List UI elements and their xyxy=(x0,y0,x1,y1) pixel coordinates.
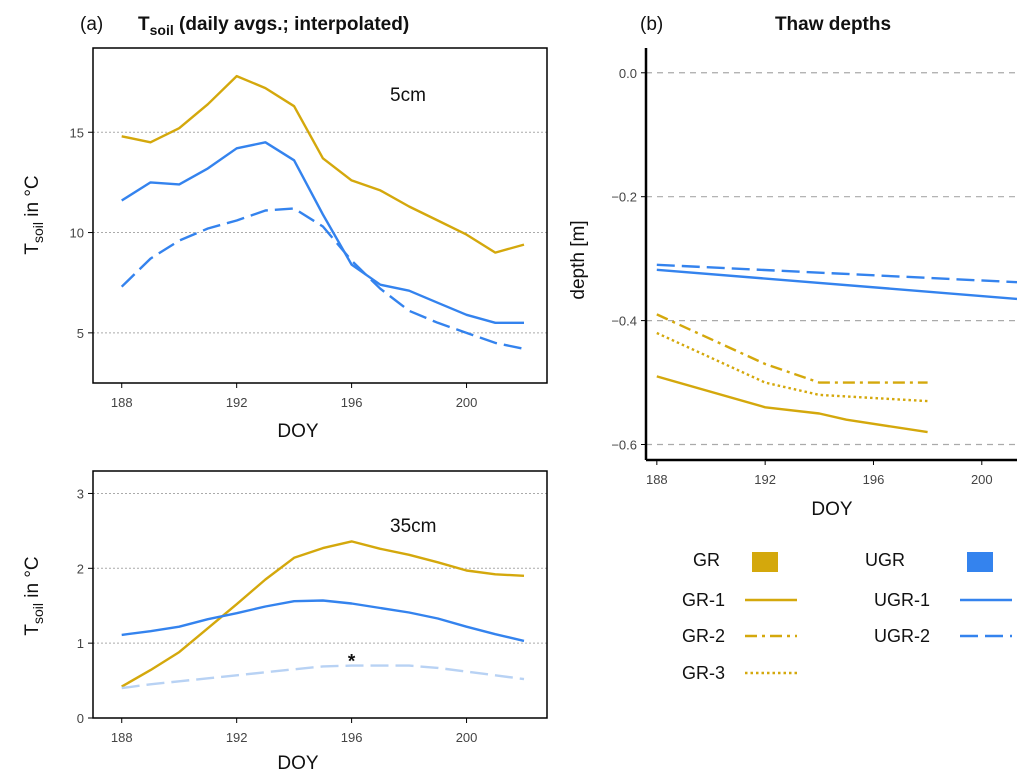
x-axis-title-thaw: DOY xyxy=(811,499,853,520)
y-tick-label: 3 xyxy=(77,486,84,501)
legend-group-label-gr: GR xyxy=(693,550,720,570)
asterisk-marker: * xyxy=(348,652,356,673)
x-tick-label: 188 xyxy=(111,395,133,410)
y-axis-title-thaw: depth [m] xyxy=(568,220,589,299)
grid-top xyxy=(93,131,547,334)
x-tick-label: 192 xyxy=(226,730,248,745)
y-tick-label: −0.6 xyxy=(611,438,637,453)
legend-label-gr-1: GR-1 xyxy=(682,590,725,610)
legend-group-label-ugr: UGR xyxy=(865,550,905,570)
ticks-top: 5 10 15 188 192 196 200 xyxy=(70,125,478,410)
panel-b: (b) Thaw depths 0.0 −0.2 −0.4 −0.6 188 192 196… xyxy=(568,14,1017,520)
legend: GR UGR GR-1 GR-2 GR-3 UGR-1 UGR-2 xyxy=(682,550,1012,683)
x-tick-label: 200 xyxy=(971,472,993,487)
series-line-ugr-1 xyxy=(656,268,1017,301)
y-tick-label: 0.0 xyxy=(619,66,637,81)
series-line-2 xyxy=(121,664,525,690)
ticks-bottom: 0 1 2 3 188 192 196 200 xyxy=(77,486,478,745)
y-tick-label: 15 xyxy=(70,125,84,140)
panel-a-bottom: 0 1 2 3 188 192 196 200 35cm * DOY Tsoil in °C xyxy=(22,470,548,774)
y-tick-label: 2 xyxy=(77,561,84,576)
x-tick-label: 192 xyxy=(226,395,248,410)
series-bottom xyxy=(121,540,525,690)
series-line-ugr-2 xyxy=(656,263,1017,284)
panel-a-top: (a) Tsoil (daily avgs.; interpolated) 5 1… xyxy=(22,14,548,442)
x-tick-label: 188 xyxy=(111,730,133,745)
y-tick-label: −0.4 xyxy=(611,314,637,329)
panel-letter-b: (b) xyxy=(640,14,663,35)
panel-b-title: Thaw depths xyxy=(775,14,891,35)
legend-label-gr-2: GR-2 xyxy=(682,626,725,646)
y-axis-title-top: Tsoil in °C xyxy=(22,175,46,254)
series-line-1 xyxy=(121,141,524,324)
x-tick-label: 196 xyxy=(341,395,363,410)
series-line-gr-2 xyxy=(656,313,928,384)
series-line-0 xyxy=(121,540,525,688)
series-top xyxy=(120,74,525,351)
x-tick-label: 196 xyxy=(863,472,885,487)
ticks-thaw: 0.0 −0.2 −0.4 −0.6 188 192 196 200 xyxy=(611,48,1017,487)
grid-thaw xyxy=(646,72,1017,446)
series-line-1 xyxy=(121,599,525,643)
annotation-35cm: 35cm xyxy=(390,516,436,537)
legend-label-gr-3: GR-3 xyxy=(682,663,725,683)
series-thaw xyxy=(656,263,1017,434)
x-tick-label: 192 xyxy=(754,472,776,487)
series-line-gr-1 xyxy=(656,375,928,434)
series-line-0 xyxy=(121,74,525,254)
x-tick-label: 200 xyxy=(456,730,478,745)
panel-a-title: Tsoil (daily avgs.; interpolated) xyxy=(138,14,409,38)
x-tick-label: 196 xyxy=(341,730,363,745)
y-tick-label: 0 xyxy=(77,711,84,726)
legend-label-ugr-2: UGR-2 xyxy=(874,626,930,646)
legend-swatch-ugr xyxy=(967,552,993,572)
x-axis-title-bottom: DOY xyxy=(277,753,319,774)
panel-letter-a: (a) xyxy=(80,14,103,35)
x-tick-label: 200 xyxy=(456,395,478,410)
y-tick-label: −0.2 xyxy=(611,190,637,205)
plot-frame-top xyxy=(92,47,548,384)
x-axis-title-top: DOY xyxy=(277,421,319,442)
series-line-2 xyxy=(120,207,525,351)
legend-swatch-gr xyxy=(752,552,778,572)
y-tick-label: 1 xyxy=(77,636,84,651)
y-axis-title-bottom: Tsoil in °C xyxy=(22,556,46,635)
x-tick-label: 188 xyxy=(646,472,668,487)
y-tick-label: 10 xyxy=(70,226,84,241)
legend-label-ugr-1: UGR-1 xyxy=(874,590,930,610)
y-tick-label: 5 xyxy=(77,326,84,341)
annotation-5cm: 5cm xyxy=(390,85,426,106)
plot-frame-bottom xyxy=(92,470,548,719)
series-line-gr-3 xyxy=(656,331,928,403)
